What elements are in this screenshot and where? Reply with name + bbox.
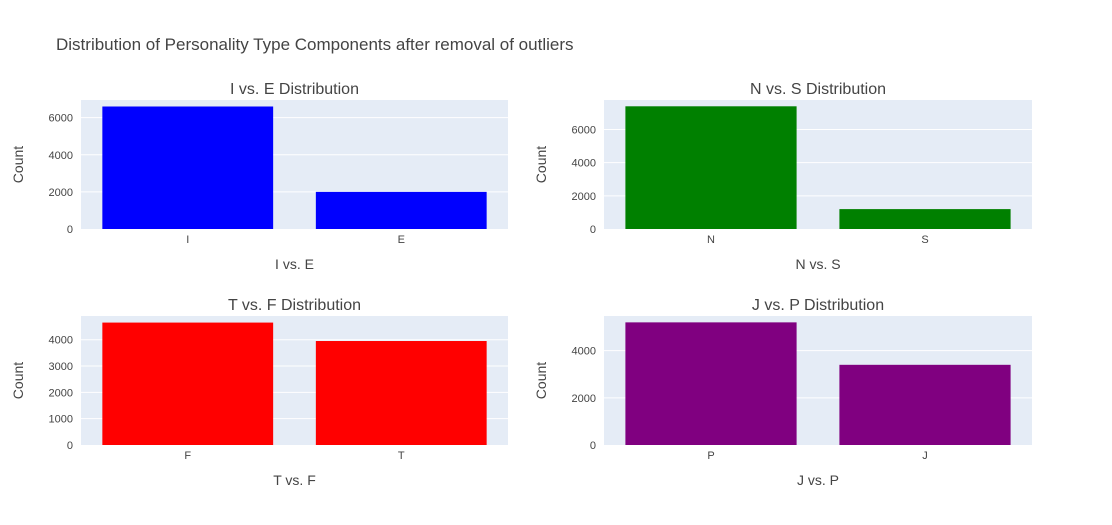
panel-2-y-tick-label: 2000 xyxy=(572,191,596,203)
panel-2-y-tick-label: 4000 xyxy=(572,158,596,170)
panel-1-x-tick-label: E xyxy=(398,234,405,246)
panel-1-title: I vs. E Distribution xyxy=(230,81,359,98)
panel-3-y-axis-title: Count xyxy=(10,362,26,399)
panel-4-x-axis-title: J vs. P xyxy=(797,472,839,488)
panel-3-y-tick-label: 1000 xyxy=(49,414,73,426)
panel-1-y-tick-label: 0 xyxy=(67,224,73,236)
panel-1-bar-E xyxy=(315,191,487,229)
panel-4-x-tick-label: P xyxy=(707,450,714,462)
panel-2-x-tick-label: N xyxy=(707,234,715,246)
panel-1-x-axis-title: I vs. E xyxy=(275,256,314,272)
panel-1-x-tick-label: I xyxy=(186,234,189,246)
panel-2-y-tick-label: 6000 xyxy=(572,125,596,137)
panel-3-title: T vs. F Distribution xyxy=(228,297,361,314)
panel-2-y-tick-label: 0 xyxy=(590,224,596,236)
panel-4-y-axis-title: Count xyxy=(533,362,549,399)
panel-2-x-axis-title: N vs. S xyxy=(795,256,840,272)
panel-3-x-axis-title: T vs. F xyxy=(273,472,316,488)
panel-4-bar-P xyxy=(625,322,797,445)
panel-1-y-tick-label: 4000 xyxy=(49,150,73,162)
panel-4-bar-J xyxy=(839,364,1011,445)
panel-1-y-tick-label: 6000 xyxy=(49,113,73,125)
panel-2-x-tick-label: S xyxy=(921,234,928,246)
panel-1-bar-I xyxy=(102,106,274,229)
panel-3-y-tick-label: 0 xyxy=(67,440,73,452)
panel-2-bar-N xyxy=(625,106,797,229)
panel-4-title: J vs. P Distribution xyxy=(752,297,884,314)
panel-3-x-tick-label: F xyxy=(184,450,191,462)
panel-2-title: N vs. S Distribution xyxy=(750,81,886,98)
panel-2-y-axis-title: Count xyxy=(533,146,549,183)
panel-3-x-tick-label: T xyxy=(398,450,405,462)
panel-3-y-tick-label: 3000 xyxy=(49,361,73,373)
panel-3-bar-T xyxy=(315,341,487,445)
panel-4-x-tick-label: J xyxy=(922,450,928,462)
panel-4-y-tick-label: 0 xyxy=(590,440,596,452)
chart-main-title: Distribution of Personality Type Compone… xyxy=(56,35,574,54)
panel-1-y-axis-title: Count xyxy=(10,146,26,183)
panel-4-y-tick-label: 4000 xyxy=(572,346,596,358)
panel-3-y-tick-label: 4000 xyxy=(49,335,73,347)
panel-3-bar-F xyxy=(102,322,274,445)
panel-4-y-tick-label: 2000 xyxy=(572,393,596,405)
panel-3-y-tick-label: 2000 xyxy=(49,387,73,399)
panel-2-bar-S xyxy=(839,209,1011,229)
panel-1-y-tick-label: 2000 xyxy=(49,187,73,199)
